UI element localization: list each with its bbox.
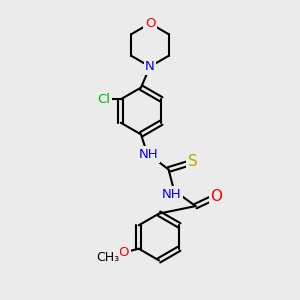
Text: NH: NH (139, 148, 158, 161)
Text: CH₃: CH₃ (96, 251, 119, 264)
Text: S: S (188, 154, 198, 169)
Text: N: N (145, 60, 155, 73)
Text: Cl: Cl (98, 93, 111, 106)
Text: O: O (145, 17, 155, 30)
Text: O: O (211, 189, 223, 204)
Text: O: O (118, 246, 129, 259)
Text: NH: NH (162, 188, 182, 201)
